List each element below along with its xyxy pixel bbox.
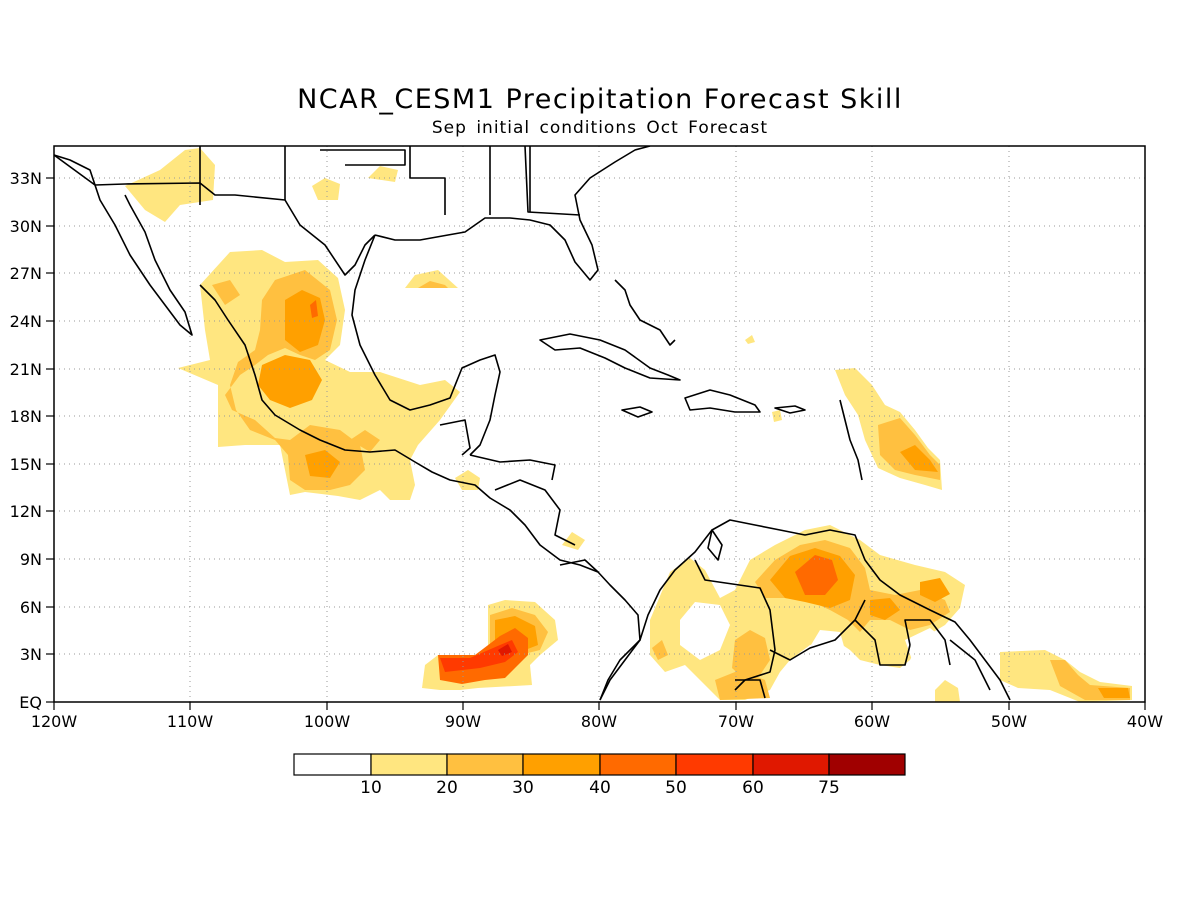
x-tick-label: 120W — [31, 712, 78, 731]
colorbar-label: 30 — [512, 778, 534, 798]
skill-patch-texas — [312, 178, 340, 200]
skill-patch-nw-mexico — [125, 148, 215, 222]
y-tick-label: 30N — [10, 217, 42, 236]
y-tick-label: 27N — [10, 264, 42, 283]
colorbar-label: 20 — [436, 778, 458, 798]
x-tick-label: 50W — [991, 712, 1027, 731]
coastlines — [54, 146, 1011, 701]
y-axis-labels: EQ 3N 6N 9N 12N 15N 18N 21N 24N 27N 30N … — [10, 169, 42, 712]
y-tick-label: EQ — [19, 693, 42, 712]
y-tick-label: 9N — [20, 550, 42, 569]
y-tick-label: 3N — [20, 645, 42, 664]
colorbar-box — [446, 753, 524, 776]
skill-shading — [125, 148, 1132, 702]
y-tick-label: 18N — [10, 407, 42, 426]
colorbar-box — [522, 753, 601, 776]
x-tick-label: 100W — [304, 712, 351, 731]
y-tick-label: 12N — [10, 502, 42, 521]
map-title: NCAR_CESM1 Precipitation Forecast Skill — [297, 84, 903, 115]
y-tick-label: 24N — [10, 312, 42, 331]
x-tick-label: 60W — [854, 712, 890, 731]
skill-patch-south-america — [650, 525, 965, 700]
x-tick-label: 90W — [445, 712, 481, 731]
x-tick-label: 110W — [167, 712, 214, 731]
colorbar-label: 50 — [665, 778, 687, 798]
colorbar-box — [370, 753, 448, 776]
map-frame — [53, 145, 1146, 703]
colorbar-box — [293, 753, 372, 776]
x-tick-label: 80W — [581, 712, 617, 731]
colorbar: 10 20 30 40 50 60 75 — [293, 753, 906, 798]
x-tick-label: 70W — [718, 712, 754, 731]
y-tick-label: 33N — [10, 169, 42, 188]
colorbar-label: 60 — [742, 778, 764, 798]
colorbar-box — [828, 753, 906, 776]
colorbar-box — [599, 753, 677, 776]
grid — [54, 146, 1145, 702]
y-tick-label: 6N — [20, 598, 42, 617]
colorbar-label: 10 — [360, 778, 382, 798]
colorbar-label: 75 — [818, 778, 840, 798]
colorbar-label: 40 — [589, 778, 611, 798]
y-tick-label: 15N — [10, 455, 42, 474]
colorbar-box — [675, 753, 754, 776]
colorbar-box — [752, 753, 830, 776]
skill-patch-louisiana — [368, 166, 398, 182]
x-tick-label: 40W — [1127, 712, 1163, 731]
x-axis-labels: 120W 110W 100W 90W 80W 70W 60W 50W 40W — [31, 712, 1163, 731]
skill-patch-gulf — [405, 270, 458, 288]
y-tick-label: 21N — [10, 360, 42, 379]
map-subtitle: Sep initial conditions Oct Forecast — [431, 118, 769, 138]
